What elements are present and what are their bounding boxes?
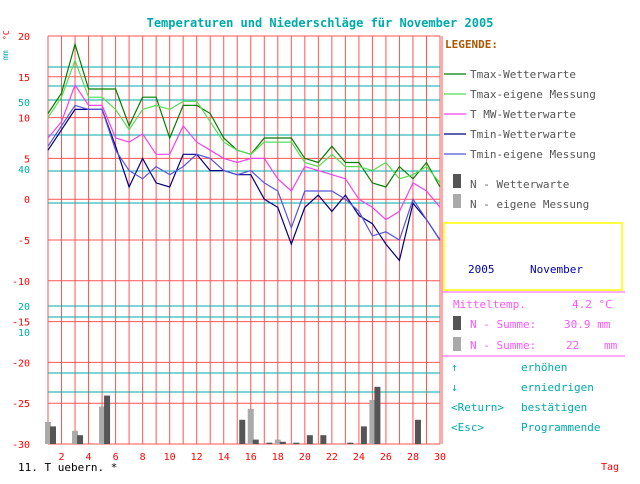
precip-bar-station	[266, 442, 273, 444]
chart-title: Temperaturen und Niederschläge für Novem…	[147, 16, 494, 30]
temp-tick-label: 10	[18, 114, 30, 125]
temperature-lines	[47, 42, 441, 262]
temp-tick-label: 0	[24, 195, 30, 206]
legend-item-label: N - Wetterwarte	[470, 178, 569, 191]
x-tick-label: 4	[86, 452, 92, 463]
legend-heading: LEGENDE:	[445, 38, 498, 51]
legend-item-label: Tmax-Wetterwarte	[470, 68, 576, 81]
precip-bar-own	[247, 408, 254, 444]
control-key: <Esc>	[451, 421, 484, 434]
precip-bar-station	[347, 442, 354, 444]
x-tick-label: 22	[326, 452, 338, 463]
precip-bar-own	[369, 400, 376, 444]
x-axis-labels: 2 4 6 8 10 12 14 16 18 20 22 24 26 28 30	[59, 452, 447, 463]
x-tick-label: 20	[299, 452, 311, 463]
celsius-unit-label: °C	[2, 30, 11, 40]
sum1-label: N - Summe:	[470, 318, 536, 331]
x-tick-label: 12	[191, 452, 203, 463]
temp-tick-label: -10	[12, 277, 30, 288]
mm-unit-label: mm	[1, 50, 10, 60]
sum2-swatch	[453, 337, 461, 351]
precip-bar-station	[104, 395, 111, 444]
legend-item-label: T MW-Wetterwarte	[470, 108, 576, 121]
mean-temp-label: Mitteltemp.	[453, 298, 526, 311]
period-year: 2005	[468, 263, 495, 276]
precip-bar-own	[72, 430, 79, 444]
temp-tick-label: -15	[12, 318, 30, 329]
temp-tick-label: -5	[18, 236, 30, 247]
legend-item-label: Tmax-eigene Messung	[470, 88, 596, 101]
precip-bar-station	[252, 439, 259, 444]
x-tick-label: 10	[164, 452, 176, 463]
temp-tick-label: 20	[18, 32, 30, 43]
control-key: ↑	[451, 361, 458, 374]
sum2-value: 22	[566, 339, 579, 352]
precip-bar-station	[239, 419, 246, 444]
x-tick-label: 8	[140, 452, 146, 463]
x-tick-label: 14	[218, 452, 230, 463]
series-line	[47, 58, 441, 184]
x-tick-label: 30	[434, 452, 446, 463]
x-tick-label: 2	[59, 452, 65, 463]
legend-item-label: Tmin-Wetterwarte	[470, 128, 576, 141]
control-key: <Return>	[451, 401, 504, 414]
x-axis-title: Tag	[601, 462, 619, 473]
precip-bar-own	[99, 406, 106, 444]
precip-bar-station	[320, 435, 327, 444]
temp-tick-label: 5	[24, 154, 30, 165]
legend: Tmax-Wetterwarte Tmax-eigene Messung T MW-…	[444, 68, 596, 211]
control-key: ↓	[451, 381, 458, 394]
x-tick-label: 16	[245, 452, 257, 463]
temp-tick-label: 15	[18, 73, 30, 84]
x-tick-label: 18	[272, 452, 284, 463]
precip-bar-station	[360, 426, 367, 444]
precip-bar-station	[293, 442, 300, 444]
mm-tick-label: 50	[18, 98, 30, 109]
mm-tick-label: 10	[18, 328, 30, 339]
keyboard-controls: ↑ erhöhen ↓ erniedrigen <Return> bestätigen <E…	[451, 361, 600, 434]
precip-bar-station	[374, 386, 381, 444]
legend-item-label: N - eigene Messung	[470, 198, 589, 211]
temp-tick-label: -25	[12, 399, 30, 410]
mm-tick-label: 40	[18, 165, 30, 176]
sum2-unit: mm	[604, 339, 618, 352]
precip-bar-own	[274, 439, 281, 444]
legend-bar-swatch	[453, 194, 461, 208]
control-action: Programmende	[521, 421, 600, 434]
legend-bar-swatch	[453, 174, 461, 188]
sum1-swatch	[453, 316, 461, 330]
precip-bar-own	[45, 422, 51, 444]
x-tick-label: 28	[407, 452, 419, 463]
precip-bar-station	[414, 419, 421, 444]
sum1-value: 30.9 mm	[564, 318, 611, 331]
control-action: erhöhen	[521, 361, 567, 374]
series-line	[47, 104, 441, 241]
precip-bar-station	[50, 426, 56, 444]
precip-bar-station	[77, 435, 84, 444]
temp-tick-label: -20	[12, 358, 30, 369]
control-action: bestätigen	[521, 401, 587, 414]
temp-tick-label: -30	[12, 440, 30, 451]
x-tick-label: 26	[380, 452, 392, 463]
precip-bar-station	[279, 441, 286, 444]
period-month: November	[530, 263, 583, 276]
mm-tick-label: 20	[18, 302, 30, 313]
x-tick-label: 6	[113, 452, 119, 463]
mean-temp-value: 4.2 °C	[572, 298, 612, 311]
x-tick-label: 24	[353, 452, 365, 463]
period-box	[443, 222, 623, 291]
status-line: 11. T uebern. *	[18, 461, 117, 474]
precipitation-bars	[45, 386, 421, 444]
chart-grid	[47, 35, 625, 445]
control-action: erniedrigen	[521, 381, 594, 394]
precip-bar-station	[306, 435, 313, 444]
series-line	[47, 108, 441, 262]
legend-item-label: Tmin-eigene Messung	[470, 148, 596, 161]
series-line	[47, 83, 441, 221]
sum2-label: N - Summe:	[470, 339, 536, 352]
